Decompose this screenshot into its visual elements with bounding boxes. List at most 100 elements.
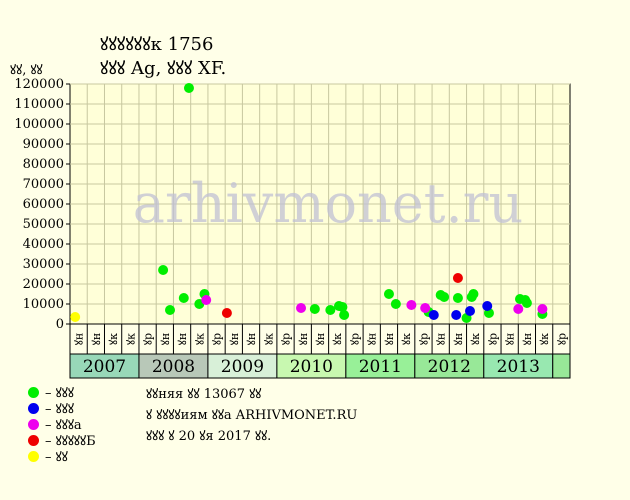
legend-item: – ꙋꙋꙋ: [28, 384, 96, 401]
legend-dot-magenta: [28, 418, 39, 430]
data-point: [158, 265, 169, 275]
quarter-label: ꙋн: [504, 333, 517, 346]
year-band: [138, 353, 209, 379]
y-tick-label: 110000: [14, 97, 64, 112]
quarter-label: ꙋн: [159, 333, 172, 346]
year-band: [552, 353, 571, 379]
legend: – ꙋꙋꙋ – ꙋꙋꙋ – ꙋꙋꙋа – ꙋꙋꙋꙋꙋБ – ꙋꙋ: [28, 384, 96, 465]
quarter-label: ꙋк: [193, 333, 206, 345]
quarter-label: ꙋн: [90, 333, 103, 346]
footer-note: ꙋꙋняя ꙋꙋ 13067 ꙋꙋ ꙋ ꙋꙋꙋꙋиям ꙋꙋа ARHIVMON…: [146, 384, 357, 447]
data-point: [296, 303, 307, 313]
data-point: [183, 83, 194, 93]
quarter-label: ꙋн: [521, 333, 534, 346]
y-tick-label: 0: [56, 317, 64, 332]
footer-line-source: ꙋ ꙋꙋꙋꙋиям ꙋꙋа ARHIVMONET.RU: [146, 408, 358, 423]
quarter-row: [69, 323, 571, 355]
data-point: [390, 299, 401, 309]
y-tick-label: 90000: [23, 137, 64, 152]
data-point: [165, 305, 175, 315]
data-point: [339, 310, 350, 320]
legend-item: – ꙋꙋꙋꙋꙋБ: [28, 432, 96, 449]
legend-label: – ꙋꙋꙋ: [45, 402, 74, 417]
quarter-label: ꙋк: [400, 333, 413, 345]
quarter-label: ꙋн: [314, 333, 327, 346]
legend-dot-red: [28, 434, 39, 446]
y-tick-label: 100000: [14, 117, 64, 132]
year-band: [483, 353, 554, 379]
price-chart: 0 10000 20000 30000 40000 50000 60000 70000 8000…: [14, 77, 571, 379]
data-point: [70, 312, 81, 322]
quarter-label: ꙋк: [124, 333, 137, 345]
quarter-label: ꙋр: [142, 333, 155, 345]
data-point: [465, 306, 475, 316]
year-band: [69, 353, 140, 379]
data-point: [325, 305, 336, 315]
data-point: [221, 308, 232, 318]
year-band: [207, 353, 278, 379]
y-tick-label: 60000: [23, 197, 64, 212]
legend-label: – ꙋꙋꙋа: [45, 418, 82, 433]
quarter-label: ꙋк: [107, 333, 120, 345]
y-tick-label: 120000: [14, 77, 64, 92]
footer-line-average-price: ꙋꙋняя ꙋꙋ 13067 ꙋꙋ: [146, 387, 262, 402]
quarter-label: ꙋр: [486, 333, 499, 345]
quarter-label: ꙋн: [297, 333, 310, 346]
year-label: 2008: [152, 357, 195, 377]
quarter-label: ꙋн: [228, 333, 241, 346]
data-point: [513, 304, 524, 314]
quarter-label: ꙋн: [176, 333, 189, 346]
year-label: 2007: [83, 357, 126, 377]
data-point: [309, 304, 320, 314]
quarter-label: ꙋн: [73, 333, 86, 346]
y-tick-label: 50000: [23, 217, 64, 232]
quarter-label: ꙋк: [331, 333, 344, 345]
y-tick-label: 10000: [23, 297, 64, 312]
legend-item: – ꙋꙋꙋа: [28, 416, 96, 433]
data-point: [452, 293, 463, 303]
legend-label: – ꙋꙋꙋ: [45, 386, 74, 401]
quarter-label: ꙋк: [469, 333, 482, 345]
data-point: [201, 295, 212, 305]
year-label: 2012: [428, 357, 471, 377]
year-label: 2010: [290, 357, 333, 377]
year-band: [345, 353, 416, 379]
y-tick-label: 40000: [23, 237, 64, 252]
y-tick-label: 20000: [23, 277, 64, 292]
data-point: [178, 293, 189, 303]
legend-dot-green: [28, 386, 39, 398]
year-label: 2009: [221, 357, 264, 377]
quarter-label: ꙋр: [417, 333, 430, 345]
quarter-label: ꙋн: [245, 333, 258, 346]
data-point: [482, 301, 493, 311]
year-band: [276, 353, 347, 379]
y-axis-unit-label: ꙋꙋ, ꙋꙋ: [10, 63, 43, 78]
legend-label: – ꙋꙋꙋꙋꙋБ: [45, 434, 96, 449]
quarter-label: ꙋн: [383, 333, 396, 346]
y-tick-label: 80000: [23, 157, 64, 172]
legend-label: – ꙋꙋ: [45, 450, 68, 465]
footer-line-date: ꙋꙋꙋ ꙋ 20 ꙋя 2017 ꙋꙋ.: [146, 429, 272, 444]
quarter-label: ꙋр: [348, 333, 361, 345]
data-point: [439, 292, 450, 302]
data-point: [537, 304, 548, 314]
y-tick-label: 30000: [23, 257, 64, 272]
data-point: [468, 289, 479, 299]
y-tick-label: 70000: [23, 177, 64, 192]
legend-item: – ꙋꙋ: [28, 448, 96, 465]
chart-subtitle: ꙋꙋꙋ Ag, ꙋꙋꙋ XF.: [100, 58, 227, 79]
quarter-label: ꙋн: [452, 333, 465, 346]
quarter-label: ꙋк: [262, 333, 275, 345]
year-label: 2011: [359, 357, 402, 377]
quarter-label: ꙋр: [211, 333, 224, 345]
data-point: [383, 289, 394, 299]
year-label: 2013: [497, 357, 540, 377]
data-point: [428, 310, 439, 320]
legend-dot-blue: [28, 402, 39, 414]
quarter-label: ꙋк: [538, 333, 551, 345]
data-point: [420, 303, 431, 313]
chart-title: ꙋꙋꙋꙋꙋꙋк 1756: [100, 34, 214, 55]
data-point: [451, 310, 462, 320]
quarter-label: ꙋр: [280, 333, 293, 345]
